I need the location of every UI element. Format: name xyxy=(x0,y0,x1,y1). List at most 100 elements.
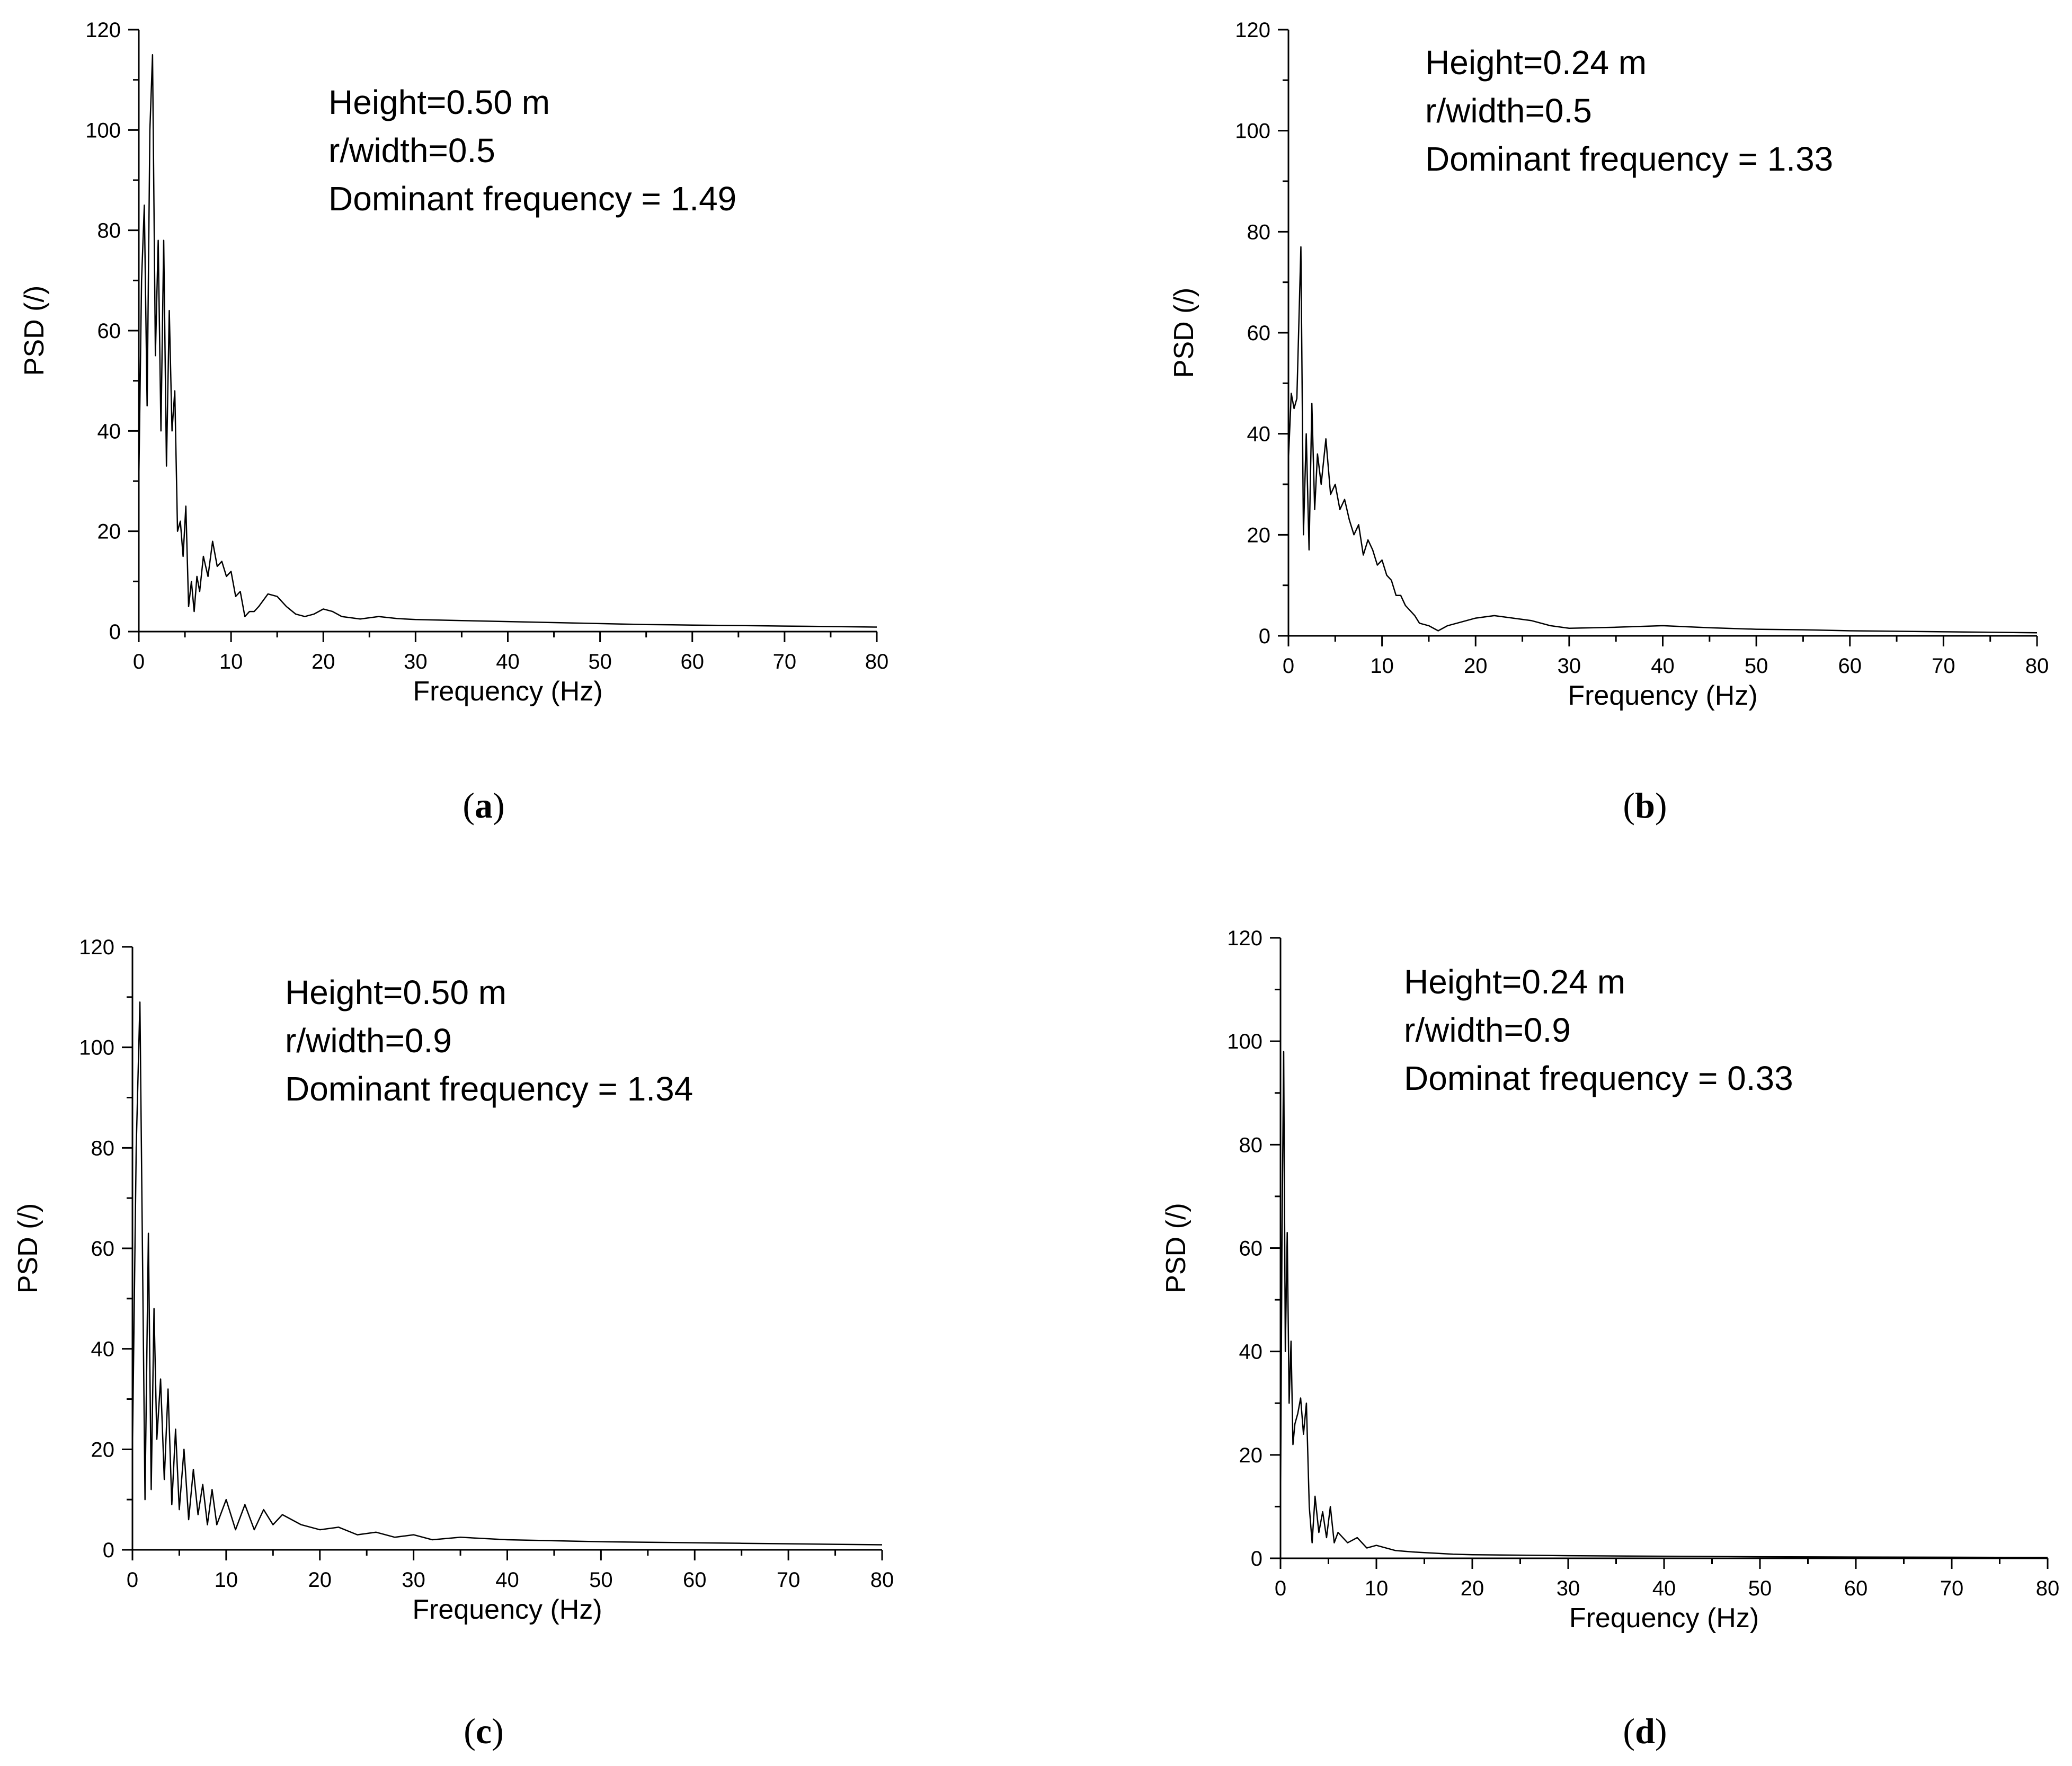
y-tick-label: 40 xyxy=(97,420,121,443)
x-tick-label: 10 xyxy=(215,1568,238,1592)
y-tick-label: 0 xyxy=(103,1539,114,1562)
y-tick-label: 120 xyxy=(1235,19,1270,42)
panel-label-close: ) xyxy=(492,1711,504,1751)
x-tick-label: 20 xyxy=(1464,654,1488,678)
y-tick-label: 0 xyxy=(109,620,121,644)
y-tick-label: 0 xyxy=(1259,625,1270,648)
x-tick-label: 50 xyxy=(588,650,612,673)
annotation-line: r/width=0.5 xyxy=(1425,92,1592,130)
x-tick-label: 30 xyxy=(402,1568,425,1592)
x-tick-label: 20 xyxy=(308,1568,332,1592)
y-axis-title: PSD (/) xyxy=(1169,288,1199,378)
panels: 0 10 20 30 40 50 60 70 80020406080100120Frequenc… xyxy=(13,19,2059,1751)
x-tick-label: 70 xyxy=(1932,654,1955,678)
panel-label-letter: d xyxy=(1635,1711,1655,1751)
panel-label: (a) xyxy=(463,785,504,826)
annotation-line: Height=0.24 m xyxy=(1404,963,1625,1001)
y-tick-label: 60 xyxy=(1247,322,1271,345)
y-tick-label: 80 xyxy=(1239,1133,1263,1157)
y-tick-label: 100 xyxy=(1227,1030,1262,1053)
y-tick-label: 40 xyxy=(1239,1341,1263,1364)
chart-panel-c: 0 10 20 30 40 50 60 70 80 0 20 40 60 80 100 120 Frequenc… xyxy=(13,936,894,1751)
y-tick-label: 100 xyxy=(79,1036,114,1060)
x-tick-label: 60 xyxy=(1838,654,1862,678)
psd-series-line xyxy=(1279,1051,2048,1558)
y-tick-label: 100 xyxy=(85,119,121,142)
y-axis-title: PSD (/) xyxy=(1161,1203,1191,1293)
panel-label-close: ) xyxy=(1655,785,1667,826)
x-axis-title: Frequency (Hz) xyxy=(1569,1603,1759,1634)
psd-series-line xyxy=(131,1001,883,1546)
x-tick-label: 20 xyxy=(1461,1577,1484,1600)
y-tick-label: 20 xyxy=(1247,523,1271,547)
x-tick-label: 70 xyxy=(773,650,797,673)
y-tick-label: 80 xyxy=(1247,220,1271,244)
x-tick-label: 0 xyxy=(1275,1577,1286,1600)
annotation-line: Dominant frequency = 1.34 xyxy=(285,1070,693,1108)
x-tick-label: 40 xyxy=(495,1568,519,1592)
y-tick-label: 80 xyxy=(97,219,121,243)
y-tick-label: 60 xyxy=(1239,1237,1263,1261)
annotation-line: r/width=0.9 xyxy=(1404,1011,1571,1049)
panel-label-letter: c xyxy=(476,1711,492,1751)
panel-label-letter: b xyxy=(1635,785,1655,826)
chart-panel-d: 0 10 20 30 40 50 60 70 80 0 20 40 60 80 100 120 Frequenc… xyxy=(1161,927,2059,1751)
panel-label-close: ) xyxy=(1655,1711,1667,1751)
panel-label: (b) xyxy=(1623,785,1667,826)
panel-label: (d) xyxy=(1623,1711,1667,1751)
x-tick-label: 60 xyxy=(1844,1577,1868,1600)
y-tick-label: 100 xyxy=(1235,120,1270,143)
x-tick-label: 80 xyxy=(2036,1577,2060,1600)
panel-label: (c) xyxy=(464,1711,504,1751)
x-tick-label: 0 xyxy=(127,1568,138,1592)
y-tick-label: 120 xyxy=(79,936,114,959)
x-tick-label: 30 xyxy=(1558,654,1581,678)
panel-label-close: ) xyxy=(493,785,505,826)
x-tick-label: 50 xyxy=(1748,1577,1772,1600)
y-tick-label: 40 xyxy=(1247,423,1271,446)
y-tick-label: 120 xyxy=(1227,927,1262,950)
annotation-line: Height=0.50 m xyxy=(328,83,550,121)
y-tick-label: 20 xyxy=(97,520,121,544)
x-tick-label: 40 xyxy=(1652,1577,1676,1600)
x-tick-label: 50 xyxy=(1745,654,1768,678)
x-tick-label: 20 xyxy=(312,650,335,673)
annotation-line: r/width=0.5 xyxy=(328,131,495,170)
y-axis-title: PSD (/) xyxy=(13,1203,43,1293)
annotation-line: Dominant frequency = 1.33 xyxy=(1425,140,1833,178)
chart-panel-b: 0 10 20 30 40 50 60 70 80 0 20 40 60 80 100 120 Frequenc… xyxy=(1169,19,2049,826)
y-tick-label: 20 xyxy=(91,1438,115,1461)
psd-series-line xyxy=(1287,246,2038,634)
psd-series-line xyxy=(138,54,877,628)
panel-label-letter: a xyxy=(475,785,493,826)
x-tick-label: 70 xyxy=(777,1568,801,1592)
x-tick-label: 0 xyxy=(1283,654,1294,678)
annotation-line: r/width=0.9 xyxy=(285,1022,452,1060)
x-axis-title: Frequency (Hz) xyxy=(412,1594,602,1625)
x-tick-label: 40 xyxy=(1651,654,1675,678)
x-tick-label: 70 xyxy=(1940,1577,1964,1600)
panel-label-open: ( xyxy=(463,785,475,826)
x-tick-label: 60 xyxy=(681,650,705,673)
y-tick-label: 80 xyxy=(91,1137,115,1160)
x-tick-label: 40 xyxy=(496,650,520,673)
y-tick-label: 120 xyxy=(85,19,121,42)
y-tick-label: 20 xyxy=(1239,1444,1263,1467)
annotation-line: Height=0.50 m xyxy=(285,973,506,1011)
x-tick-label: 30 xyxy=(1557,1577,1580,1600)
annotation-line: Dominant frequency = 1.49 xyxy=(328,180,736,218)
y-tick-label: 60 xyxy=(91,1237,115,1261)
x-tick-label: 80 xyxy=(870,1568,894,1592)
panel-label-open: ( xyxy=(1623,785,1635,826)
x-tick-label: 60 xyxy=(683,1568,707,1592)
x-axis-title: Frequency (Hz) xyxy=(1568,680,1757,711)
x-tick-label: 10 xyxy=(1365,1577,1389,1600)
panel-label-open: ( xyxy=(1623,1711,1635,1751)
annotation-line: Dominat frequency = 0.33 xyxy=(1404,1059,1793,1097)
x-axis-title: Frequency (Hz) xyxy=(413,676,602,707)
y-tick-label: 0 xyxy=(1251,1547,1262,1570)
y-tick-label: 40 xyxy=(91,1338,115,1361)
annotation-line: Height=0.24 m xyxy=(1425,43,1647,82)
